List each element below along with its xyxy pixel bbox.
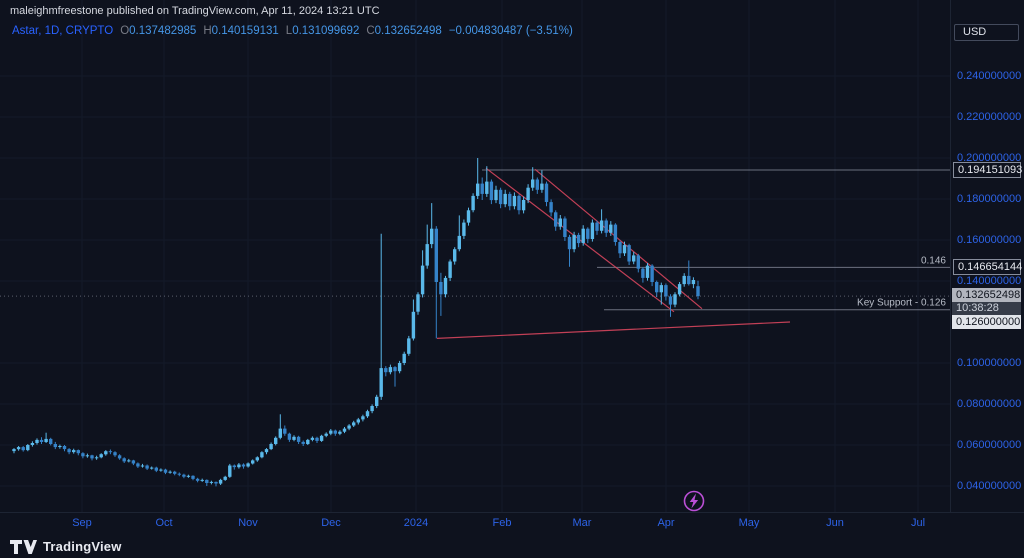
time-scale-label: Mar xyxy=(572,517,592,529)
price-scale-label: 0.200000000 xyxy=(957,152,1022,164)
symbol-header: Astar, 1D, CRYPTO O0.137482985 H0.14015913… xyxy=(12,25,573,37)
currency-toggle-button[interactable]: USD xyxy=(954,24,1019,41)
price-scale-label: 0.180000000 xyxy=(957,193,1022,205)
close-value: 0.132652498 xyxy=(374,25,442,37)
level-line-label: Key Support - 0.126 xyxy=(857,298,946,309)
time-scale[interactable]: Sep Oct Nov Dec 2024 Feb Mar Apr May Jun Jul xyxy=(0,512,1024,536)
level-line-label: 0.146 xyxy=(921,255,946,266)
price-scale-label: 0.140000000 xyxy=(957,275,1022,287)
support-level-price-label: 0.126000000 xyxy=(952,315,1021,329)
close-label: C xyxy=(366,25,375,37)
time-scale-label: Dec xyxy=(321,517,341,529)
trendline[interactable] xyxy=(436,321,791,339)
time-scale-label: Jun xyxy=(826,517,844,529)
trendline[interactable] xyxy=(534,168,703,310)
low-label: L xyxy=(285,25,293,37)
price-scale-label: 0.080000000 xyxy=(957,398,1022,410)
price-scale-label: 0.220000000 xyxy=(957,111,1022,123)
price-level-label-box: 0.146654144 xyxy=(953,259,1022,276)
price-scale-label: 0.160000000 xyxy=(957,234,1022,246)
price-level-label-box: 0.194151093 xyxy=(953,161,1022,178)
time-scale-label: 2024 xyxy=(403,517,429,529)
time-scale-label: Sep xyxy=(72,517,92,529)
price-scale-label: 0.100000000 xyxy=(957,357,1022,369)
open-label: O xyxy=(120,25,130,37)
idea-lightning-icon[interactable] xyxy=(683,490,705,512)
high-label: H xyxy=(203,25,212,37)
symbol-link[interactable]: Astar, 1D, CRYPTO xyxy=(12,25,114,37)
attribution-text: maleighmfreestone published on TradingVi… xyxy=(10,5,380,17)
last-price-label: 0.132652498 xyxy=(952,288,1021,302)
time-scale-label: May xyxy=(738,517,760,529)
time-scale-label: Feb xyxy=(492,517,512,529)
bar-countdown-label: 10:38:28 xyxy=(952,302,1021,315)
open-value: 0.137482985 xyxy=(129,25,197,37)
price-scale-label: 0.240000000 xyxy=(957,70,1022,82)
change-value: −0.004830487 (−3.51%) xyxy=(448,25,573,37)
price-scale-label: 0.040000000 xyxy=(957,480,1022,492)
time-scale-label: Nov xyxy=(238,517,258,529)
high-value: 0.140159131 xyxy=(211,25,279,37)
tradingview-logo-text: TradingView xyxy=(43,539,122,554)
low-value: 0.131099692 xyxy=(292,25,360,37)
time-scale-label: Apr xyxy=(657,517,675,529)
time-scale-label: Jul xyxy=(910,517,926,529)
candlestick-chart[interactable]: 0.146 Key Support - 0.126 xyxy=(0,0,950,512)
tradingview-logo-icon xyxy=(10,539,37,554)
tradingview-logo[interactable]: TradingView xyxy=(10,539,122,554)
price-scale-label: 0.060000000 xyxy=(957,439,1022,451)
time-scale-label: Oct xyxy=(155,517,173,529)
price-scale[interactable]: USD 0.240000000 0.220000000 0.200000000 0.1… xyxy=(950,0,1024,512)
